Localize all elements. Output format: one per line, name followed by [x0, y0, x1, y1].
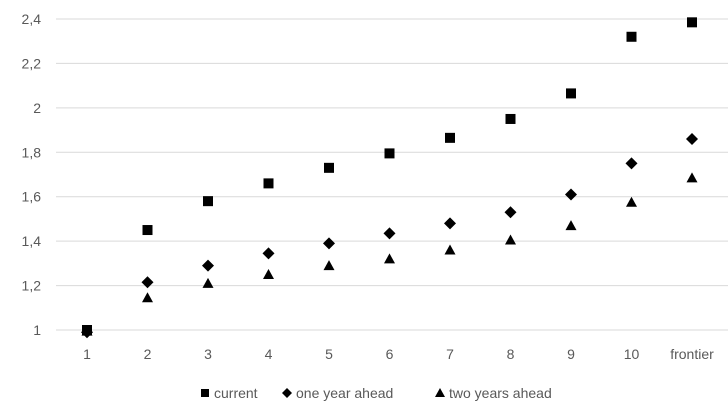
data-point [262, 247, 275, 260]
data-point [444, 244, 456, 255]
y-tick-label: 1,4 [22, 233, 42, 249]
data-point [445, 132, 455, 143]
legend-label: two years ahead [449, 385, 552, 401]
data-point [263, 178, 274, 189]
data-point [203, 196, 213, 207]
data-point [505, 234, 516, 245]
data-point [384, 253, 395, 264]
data-point [81, 325, 93, 336]
x-tick-label: 6 [386, 346, 394, 362]
data-point [323, 237, 335, 250]
series-triangle [81, 172, 698, 336]
legend-marker [435, 388, 445, 397]
y-tick-label: 2,4 [22, 11, 42, 27]
legend-marker [201, 389, 209, 397]
data-point [504, 206, 517, 219]
data-point [323, 260, 335, 271]
x-tick-label: 7 [446, 346, 454, 362]
y-tick-label: 1,8 [22, 144, 42, 160]
data-point [565, 220, 577, 231]
data-point [141, 276, 154, 289]
data-point [626, 196, 637, 207]
data-point [505, 113, 516, 124]
legend-label: one year ahead [296, 385, 393, 401]
x-tick-label: 10 [624, 346, 640, 362]
x-tick-label: 4 [265, 346, 273, 362]
y-tick-label: 1,6 [22, 189, 42, 205]
data-point [686, 172, 698, 183]
grid [56, 18, 728, 331]
legend-marker [282, 388, 292, 398]
y-axis-ticks: 1 1,2 1,4 1,6 1,8 2 2,2 2,4 [22, 11, 42, 338]
y-tick-label: 1,2 [22, 278, 42, 294]
data-point [686, 132, 698, 145]
data-point [202, 277, 214, 288]
x-tick-label: 9 [567, 346, 575, 362]
y-tick-label: 2,2 [22, 55, 42, 71]
series-square [82, 17, 697, 335]
legend-item: current [201, 385, 258, 401]
y-tick-label: 2 [33, 100, 41, 116]
data-points [81, 17, 698, 339]
legend-label: current [214, 385, 258, 401]
x-tick-label: 1 [83, 346, 91, 362]
data-point [566, 88, 576, 99]
data-point [444, 217, 456, 230]
x-tick-label: 8 [507, 346, 515, 362]
data-point [687, 17, 697, 28]
legend: current one year ahead two years ahead [201, 385, 552, 401]
data-point [565, 188, 577, 201]
legend-item: one year ahead [282, 385, 393, 401]
y-tick-label: 1 [33, 322, 41, 338]
series-diamond [81, 132, 698, 339]
data-point [625, 157, 638, 170]
x-axis-ticks: 1 2 3 4 5 6 7 8 9 10 frontier [83, 346, 714, 362]
data-point [142, 292, 153, 303]
legend-item: two years ahead [435, 385, 552, 401]
data-point [263, 268, 274, 279]
x-tick-label: frontier [670, 346, 714, 362]
data-point [202, 259, 214, 272]
data-point [142, 225, 153, 236]
x-tick-label: 5 [325, 346, 333, 362]
x-tick-label: 3 [204, 346, 212, 362]
data-point [384, 148, 395, 159]
data-point [626, 31, 637, 42]
data-point [324, 162, 334, 173]
x-tick-label: 2 [144, 346, 152, 362]
data-point [383, 227, 396, 240]
